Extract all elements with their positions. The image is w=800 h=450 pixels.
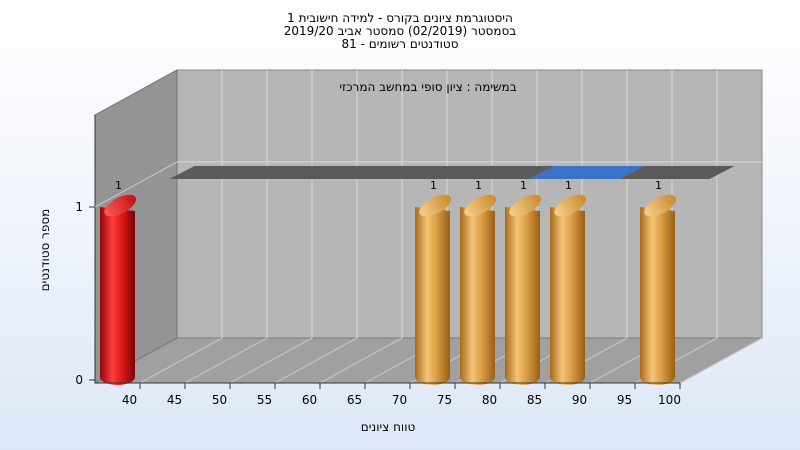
- chart-title-line-3: סטודנטים רשומים - 81: [341, 37, 458, 51]
- bar-cylinder-top: [554, 194, 587, 217]
- bar-cylinder: [640, 207, 675, 385]
- bar-cylinder: [505, 207, 540, 385]
- chart-title-line-1: היסטוגרמת ציונים בקורס - למידה חישובית 1: [287, 11, 513, 25]
- y-axis-label: מספר סטודנטים: [38, 209, 52, 292]
- grid-line-side: [94, 161, 178, 208]
- x-tick-label: 100: [658, 393, 681, 407]
- grid-line-floor: [184, 337, 268, 384]
- x-tick-label: 95: [617, 393, 632, 407]
- bar-value-label: 1: [565, 179, 572, 192]
- x-tick-label: 75: [437, 393, 452, 407]
- bar-cylinder-top: [509, 194, 542, 217]
- bar-cylinder-top: [419, 194, 452, 217]
- x-tick-label: 70: [392, 393, 407, 407]
- bar-value-label: 1: [430, 179, 437, 192]
- x-tick-label: 85: [527, 393, 542, 407]
- grid-line-floor: [229, 337, 313, 384]
- grid-line-floor: [319, 337, 403, 384]
- x-axis-label: טווח ציונים: [361, 420, 416, 434]
- x-tick-label: 65: [347, 393, 362, 407]
- x-tick-label: 40: [122, 393, 137, 407]
- grid-line-floor: [274, 337, 358, 384]
- x-tick-label: 80: [482, 393, 497, 407]
- reference-band: [169, 166, 735, 179]
- bar-value-label: 1: [655, 179, 662, 192]
- x-tick-label: 90: [572, 393, 587, 407]
- y-tick-label: 0: [75, 373, 83, 387]
- grid-line-floor: [679, 337, 763, 384]
- bar-value-label: 1: [475, 179, 482, 192]
- x-tick-label: 50: [212, 393, 227, 407]
- reference-band-segment: [169, 166, 555, 179]
- chart-title-line-2: בסמסטר (02/2019) סמסטר אביב 2019/20: [284, 24, 516, 38]
- x-tick-label: 55: [257, 393, 272, 407]
- chart-annotation: במשימה : ציון סופי במחשב המרכזי: [339, 80, 516, 94]
- bar-cylinder-top: [464, 194, 497, 217]
- reference-band-segment: [529, 166, 645, 179]
- bar-value-label: 1: [115, 179, 122, 192]
- bar-cylinder: [100, 207, 135, 385]
- bars: 1 1 1 1 1 1: [100, 179, 677, 385]
- bar-cylinder-top: [104, 194, 137, 217]
- bar-value-label: 1: [520, 179, 527, 192]
- axes: 40 45 50 55 60 65 70 75 80 85 90 95 100 0 1: [75, 200, 681, 407]
- grid-line-floor: [139, 337, 223, 384]
- bar-cylinder-top: [644, 194, 677, 217]
- bar-cylinder: [550, 207, 585, 385]
- bar-cylinder: [415, 207, 450, 385]
- x-tick-label: 60: [302, 393, 317, 407]
- bar-cylinder: [460, 207, 495, 385]
- x-tick-label: 45: [167, 393, 182, 407]
- y-tick-label: 1: [75, 200, 83, 214]
- reference-band-segment: [619, 166, 735, 179]
